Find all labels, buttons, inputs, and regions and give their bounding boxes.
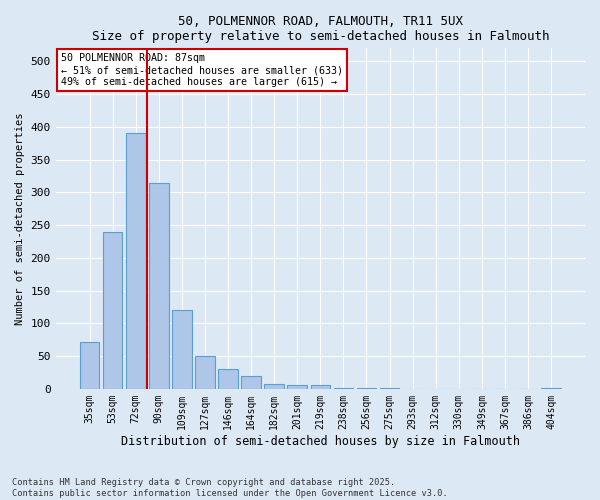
Bar — [380, 388, 400, 389]
Bar — [103, 232, 122, 389]
Bar — [334, 388, 353, 389]
Bar — [241, 376, 261, 389]
Bar — [126, 134, 146, 389]
Bar — [218, 369, 238, 389]
Text: Contains HM Land Registry data © Crown copyright and database right 2025.
Contai: Contains HM Land Registry data © Crown c… — [12, 478, 448, 498]
Text: 50 POLMENNOR ROAD: 87sqm
← 51% of semi-detached houses are smaller (633)
49% of : 50 POLMENNOR ROAD: 87sqm ← 51% of semi-d… — [61, 54, 343, 86]
Title: 50, POLMENNOR ROAD, FALMOUTH, TR11 5UX
Size of property relative to semi-detache: 50, POLMENNOR ROAD, FALMOUTH, TR11 5UX S… — [92, 15, 549, 43]
Bar — [149, 182, 169, 389]
Bar — [311, 385, 330, 389]
Bar — [541, 388, 561, 389]
Bar — [265, 384, 284, 389]
Bar — [172, 310, 191, 389]
Bar — [195, 356, 215, 389]
Bar — [356, 388, 376, 389]
X-axis label: Distribution of semi-detached houses by size in Falmouth: Distribution of semi-detached houses by … — [121, 434, 520, 448]
Bar — [80, 342, 100, 389]
Bar — [287, 385, 307, 389]
Y-axis label: Number of semi-detached properties: Number of semi-detached properties — [15, 112, 25, 325]
